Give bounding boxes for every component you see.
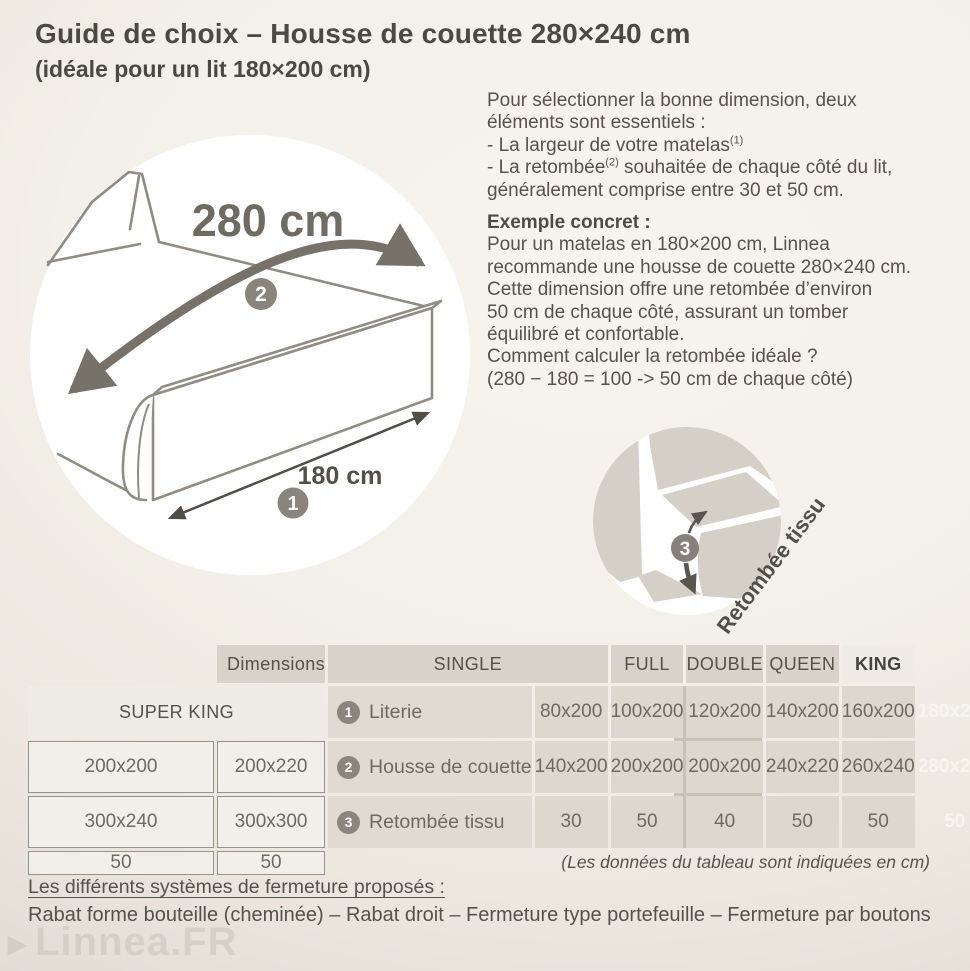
table-cell: 100x200: [610, 686, 684, 738]
table-cell: 50: [841, 796, 915, 848]
intro-line: éléments sont essentiels :: [487, 112, 706, 134]
table-cell-highlighted: 280x240: [917, 756, 970, 777]
row-label-housse: 2 Housse de couette: [328, 741, 532, 793]
table-cell: 300x300: [217, 796, 326, 848]
length-dimension-label: 180 cm: [298, 462, 383, 490]
column-header-double: DOUBLE: [686, 645, 763, 683]
table-cell-highlighted: 50: [944, 811, 966, 832]
column-header-super-king: SUPER KING: [28, 686, 326, 738]
example-line: 50 cm de chaque côté, assurant un tomber: [487, 301, 849, 323]
table-cell: 200x200: [610, 741, 684, 793]
example-line: Pour un matelas en 180×200 cm, Linnea: [487, 234, 830, 256]
table-cell: 240x220: [765, 741, 839, 793]
table-units-note: (Les données du tableau sont indiquées e…: [561, 852, 930, 872]
table-cell: 120x200: [686, 686, 763, 738]
intro-line: - La largeur de votre matelas(1): [487, 134, 744, 156]
intro-text: Pour sélectionner la bonne dimension, de…: [487, 90, 957, 391]
intro-line: Pour sélectionner la bonne dimension, de…: [487, 90, 857, 111]
table-cell: 300x240: [28, 796, 214, 848]
table-cell: 30: [534, 796, 608, 848]
table-cell: 50: [28, 851, 214, 875]
example-line: (280 − 180 = 100 -> 50 cm de chaque côté…: [487, 368, 854, 390]
badge-3-icon: [671, 534, 699, 562]
row-label-literie: 1 Literie: [328, 686, 532, 738]
table-cell: 200x220: [217, 741, 326, 793]
table-cell: 50: [765, 796, 839, 848]
watermark-arrow-icon: ▶: [8, 930, 36, 958]
drop-up-arrow-icon: [687, 510, 708, 534]
table-cell: 140x200: [765, 686, 839, 738]
table-cell: 140x200: [534, 741, 608, 793]
intro-line: - La retombée(2) souhaitée de chaque côt…: [487, 156, 893, 179]
table-cell: 200x200: [686, 741, 763, 793]
badge-3-number: 3: [680, 539, 691, 560]
dimensions-table: Dimensions SINGLE FULL DOUBLE QUEEN KING…: [28, 645, 970, 875]
closure-systems-heading: Les différents systèmes de fermeture pro…: [28, 876, 445, 898]
column-header-queen: QUEEN: [765, 645, 839, 683]
column-header-single: SINGLE: [328, 645, 608, 683]
example-line: recommande une housse de couette 280×240…: [487, 256, 912, 278]
brand-watermark: ▶ Linnea.FR: [8, 920, 238, 964]
table-cell: 200x200: [28, 741, 214, 793]
column-header-full: FULL: [610, 645, 684, 683]
example-line: équilibré et confortable.: [487, 324, 685, 346]
table-cell: 50: [610, 796, 684, 848]
footnote-marker: (2): [605, 156, 619, 169]
badge-2-number: 2: [255, 283, 267, 306]
page-subtitle: (idéale pour un lit 180×200 cm): [35, 56, 371, 82]
table-cell-highlighted: 180x200: [917, 701, 970, 722]
table-cell: 50: [217, 851, 326, 875]
page-title: Guide de choix – Housse de couette 280×2…: [35, 18, 691, 49]
row-badge-icon: 2: [337, 755, 361, 779]
column-header-dimensions: Dimensions: [217, 645, 326, 683]
fabric-drop-diagram: 3: [593, 427, 781, 615]
width-arrow-icon: [67, 223, 426, 395]
table-cell: 80x200: [534, 686, 608, 738]
badge-2-icon: [245, 278, 277, 310]
badge-1-number: 1: [287, 493, 298, 515]
row-badge-icon: 1: [337, 700, 361, 724]
closure-systems-list: Rabat forme bouteille (cheminée) – Rabat…: [28, 904, 931, 926]
footnote-marker: (1): [729, 134, 744, 147]
table-cell: 40: [686, 796, 763, 848]
badge-1-icon: [277, 487, 309, 519]
table-cell: 260x240: [841, 741, 915, 793]
intro-line: généralement comprise entre 30 et 50 cm.: [487, 179, 844, 201]
example-line: Cette dimension offre une retombée d’env…: [487, 279, 873, 301]
length-arrow-icon: [167, 411, 431, 520]
example-heading: Exemple concret :: [487, 212, 651, 234]
example-line: Comment calculer la retombée idéale ?: [487, 346, 818, 368]
row-badge-icon: 3: [337, 810, 361, 834]
column-header-king: KING: [841, 645, 915, 683]
row-label-retombee: 3 Retombée tissu: [328, 796, 532, 848]
drop-down-arrow-icon: [679, 562, 697, 595]
width-dimension-label: 280 cm: [192, 195, 345, 246]
bed-width-diagram: 280 cm 2 180 cm 1: [30, 135, 470, 575]
table-cell: 160x200: [841, 686, 915, 738]
